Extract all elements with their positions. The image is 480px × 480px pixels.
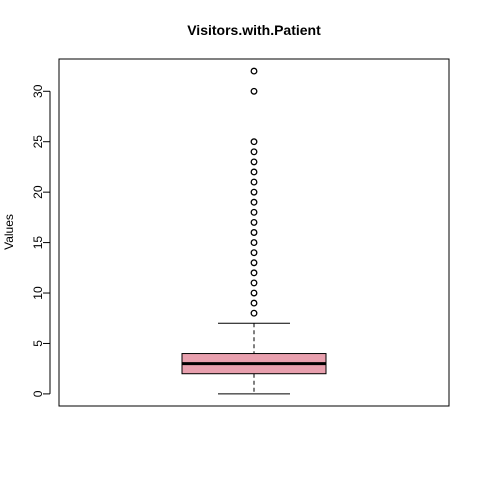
- outlier-point: [250, 67, 258, 75]
- outlier-point: [250, 178, 258, 186]
- outlier-point: [250, 158, 258, 166]
- outlier-point: [250, 279, 258, 287]
- outlier-point: [250, 249, 258, 257]
- y-tick-label: 15: [31, 236, 45, 250]
- outlier-point: [250, 309, 258, 317]
- outlier-point: [250, 269, 258, 277]
- y-tick-label: 20: [31, 185, 45, 199]
- outlier-point: [250, 259, 258, 267]
- outlier-point: [250, 198, 258, 206]
- outlier-point: [250, 148, 258, 156]
- y-axis: 0 5 10 15 20 25 30: [31, 84, 51, 397]
- outlier-point: [250, 168, 258, 176]
- outlier-point: [250, 229, 258, 236]
- outlier-point: [250, 218, 258, 226]
- outlier-point: [250, 239, 258, 247]
- outlier-point: [250, 138, 258, 146]
- outlier-point: [250, 289, 258, 297]
- y-tick-label: 30: [31, 84, 45, 98]
- y-tick-label: 5: [31, 340, 45, 347]
- y-tick-label: 0: [31, 390, 45, 397]
- y-axis-label: Values: [2, 214, 16, 250]
- y-tick-label: 10: [31, 286, 45, 300]
- boxplot-series: [181, 67, 327, 395]
- outlier-point: [250, 299, 258, 307]
- plot-frame: [58, 58, 450, 407]
- chart-title: Visitors.with.Patient: [187, 22, 321, 38]
- outlier-point: [250, 188, 258, 196]
- y-tick-label: 25: [31, 135, 45, 149]
- outlier-point: [250, 87, 258, 95]
- outlier-point: [250, 208, 258, 216]
